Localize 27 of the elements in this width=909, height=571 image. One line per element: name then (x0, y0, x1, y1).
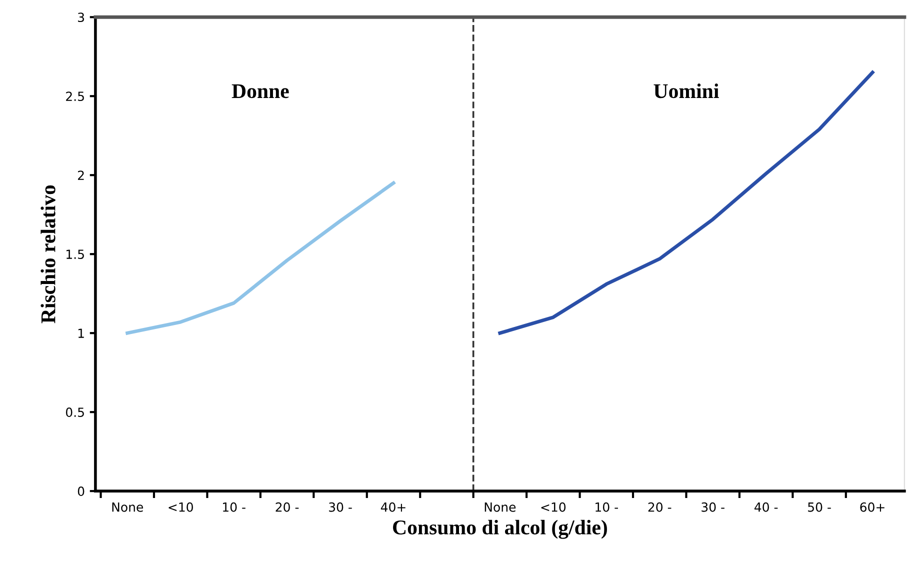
x-axis-title: Consumo di alcol (g/die) (393, 520, 607, 539)
line-series (126, 181, 396, 335)
y-tick-label: 2.5 (66, 92, 84, 102)
annotation: Donne (232, 84, 289, 98)
y-tick-label: 2 (78, 170, 84, 180)
x-tick-label: 40 - (754, 502, 778, 512)
x-tick-label: 60+ (860, 502, 884, 512)
y-tick-label: 3 (78, 12, 84, 22)
x-tick-label: <10 (168, 502, 193, 512)
y-axis-title: Rischio relativo (40, 185, 56, 324)
y-tick-label: 0 (78, 486, 84, 496)
x-tick-label: 30 - (702, 502, 724, 512)
y-tick-label: 1.5 (66, 250, 84, 260)
x-tick-label: 10 - (596, 502, 618, 512)
x-tick-label: 50 - (808, 502, 831, 512)
y-tick-label: 0.5 (66, 408, 84, 417)
x-tick-label: 20 - (648, 502, 672, 512)
annotation: Uomini (654, 84, 719, 98)
x-tick-label: None (484, 502, 516, 512)
line-series (498, 70, 874, 335)
x-tick-label: 40+ (380, 502, 406, 512)
y-tick-label: 1 (78, 328, 84, 338)
x-tick-label: None (112, 502, 144, 512)
x-tick-label: 20 - (276, 502, 299, 512)
x-tick-label: <10 (541, 502, 566, 512)
x-tick-label: 30 - (329, 502, 352, 512)
x-tick-label: 10 - (223, 502, 246, 512)
